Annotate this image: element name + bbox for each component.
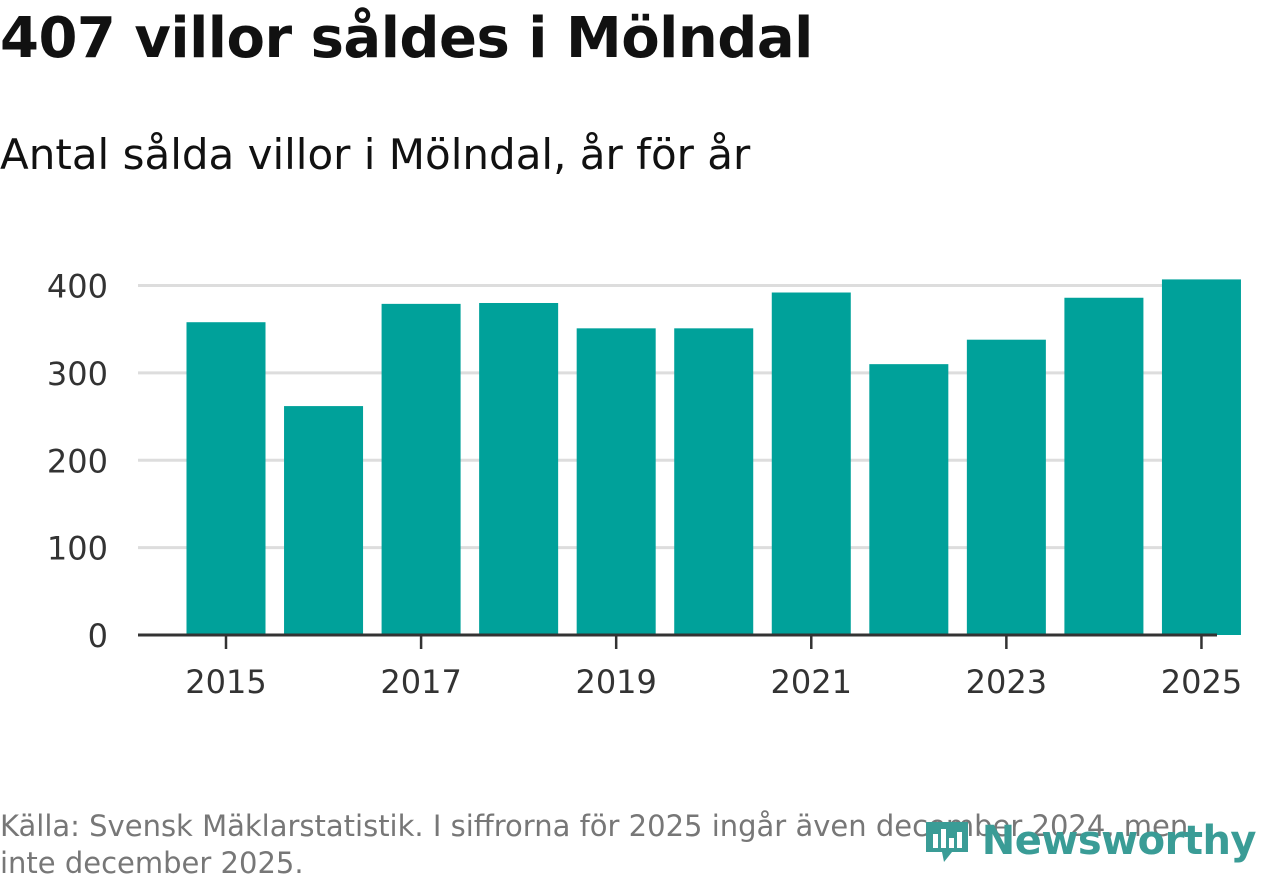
- y-tick-label: 300: [47, 355, 108, 393]
- bar-2015: [186, 322, 266, 635]
- newsworthy-logo-icon: [925, 822, 968, 862]
- brand-name: Newsworthy: [981, 818, 1257, 864]
- x-tick-label: 2021: [771, 663, 852, 701]
- x-tick-label: 2015: [185, 663, 266, 701]
- brand-logo: Newsworthy: [922, 818, 1257, 864]
- bar-2017: [381, 303, 461, 635]
- x-tick-label: 2025: [1161, 663, 1242, 701]
- bar-2023: [966, 339, 1046, 635]
- bar-chart: 0 100 200 300 400 2015 2017 2019 2021 2023 2025: [47, 268, 1242, 701]
- bar-2024: [1064, 297, 1144, 635]
- x-tick-label: 2019: [575, 663, 656, 701]
- y-tick-label: 400: [47, 268, 108, 306]
- bar-2022: [869, 364, 949, 635]
- y-axis-ticks: 0 100 200 300 400: [47, 268, 108, 655]
- bar-2018: [479, 302, 559, 635]
- x-tick-label: 2023: [966, 663, 1047, 701]
- bar-2019: [576, 328, 656, 635]
- y-tick-label: 200: [47, 442, 108, 480]
- bar-2016: [284, 406, 364, 635]
- bars: [186, 279, 1241, 635]
- bar-2025: [1161, 279, 1241, 635]
- chart-title: 407 villor såldes i Mölndal: [0, 6, 813, 71]
- x-axis-ticks: 2015 2017 2019 2021 2023 2025: [185, 635, 1242, 701]
- source-note: Källa: Svensk Mäklarstatistik. I siffror…: [0, 809, 1189, 880]
- y-tick-label: 0: [88, 617, 108, 655]
- chart-subtitle: Antal sålda villor i Mölndal, år för år: [0, 130, 751, 179]
- x-tick-label: 2017: [380, 663, 461, 701]
- y-tick-label: 100: [47, 530, 108, 568]
- bar-2021: [771, 292, 851, 635]
- bar-2020: [674, 328, 754, 635]
